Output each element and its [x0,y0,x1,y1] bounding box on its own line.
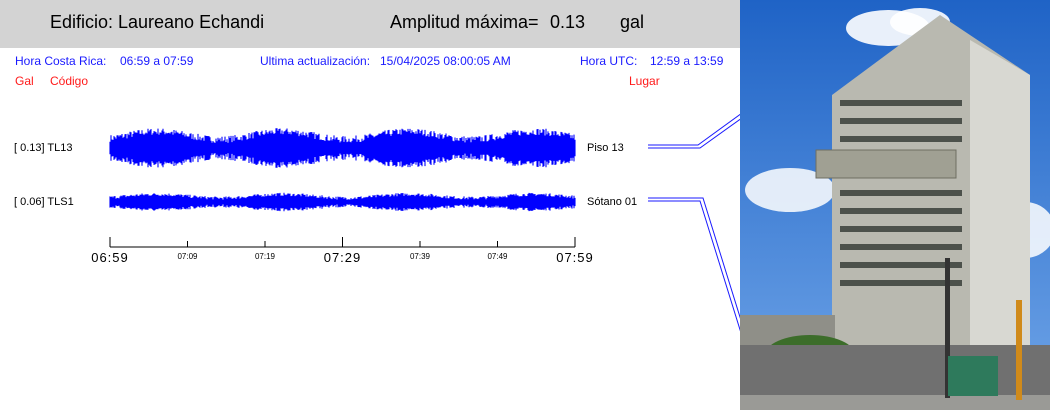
waveform-tl13 [109,128,576,168]
location-label-tl13: Piso 13 [587,142,624,154]
max-amplitude-value: 0.13 [550,12,586,32]
connector-line-piso13 [648,118,740,149]
building-name: Laureano Echandi [118,12,265,32]
utc-time-label: Hora UTC: [580,54,638,68]
waveform-tls1 [109,192,576,212]
tick-label: 07:49 [487,252,508,261]
tick-label: 07:19 [255,252,276,261]
connector-line-sotano01-outer [648,197,740,319]
tick-label: 07:59 [556,250,594,265]
tick-label: 07:29 [324,250,362,265]
legend-place: Lugar [629,74,660,88]
max-amplitude-unit: gal [620,12,645,32]
header-bar: Edificio: Laureano Echandi Amplitud máxi… [0,0,740,48]
seismogram-chart: 06:59 07:09 07:19 07:29 07:39 07:49 07:59 [91,113,740,332]
connector-line-sotano01 [648,200,740,332]
legend-gal: Gal [15,74,34,88]
channel-label-tls1: [ 0.06] TLS1 [14,196,74,208]
max-amplitude-label: Amplitud máxima= [390,12,539,32]
location-label-tls1: Sótano 01 [587,196,638,208]
building-photo [740,0,1050,410]
legend-code: Código [50,74,89,88]
channel-label-tl13: [ 0.13] TL13 [14,142,73,154]
connector-line-piso13-outer [648,113,740,146]
last-update-label: Ultima actualización: [260,54,371,68]
tick-label: 06:59 [91,250,129,265]
local-time-range: 06:59 a 07:59 [120,54,194,68]
utc-time-range: 12:59 a 13:59 [650,54,724,68]
building-label: Edificio: [50,12,114,32]
local-time-label: Hora Costa Rica: [15,54,107,68]
last-update-value: 15/04/2025 08:00:05 AM [380,54,511,68]
tick-label: 07:09 [177,252,198,261]
tick-label: 07:39 [410,252,431,261]
